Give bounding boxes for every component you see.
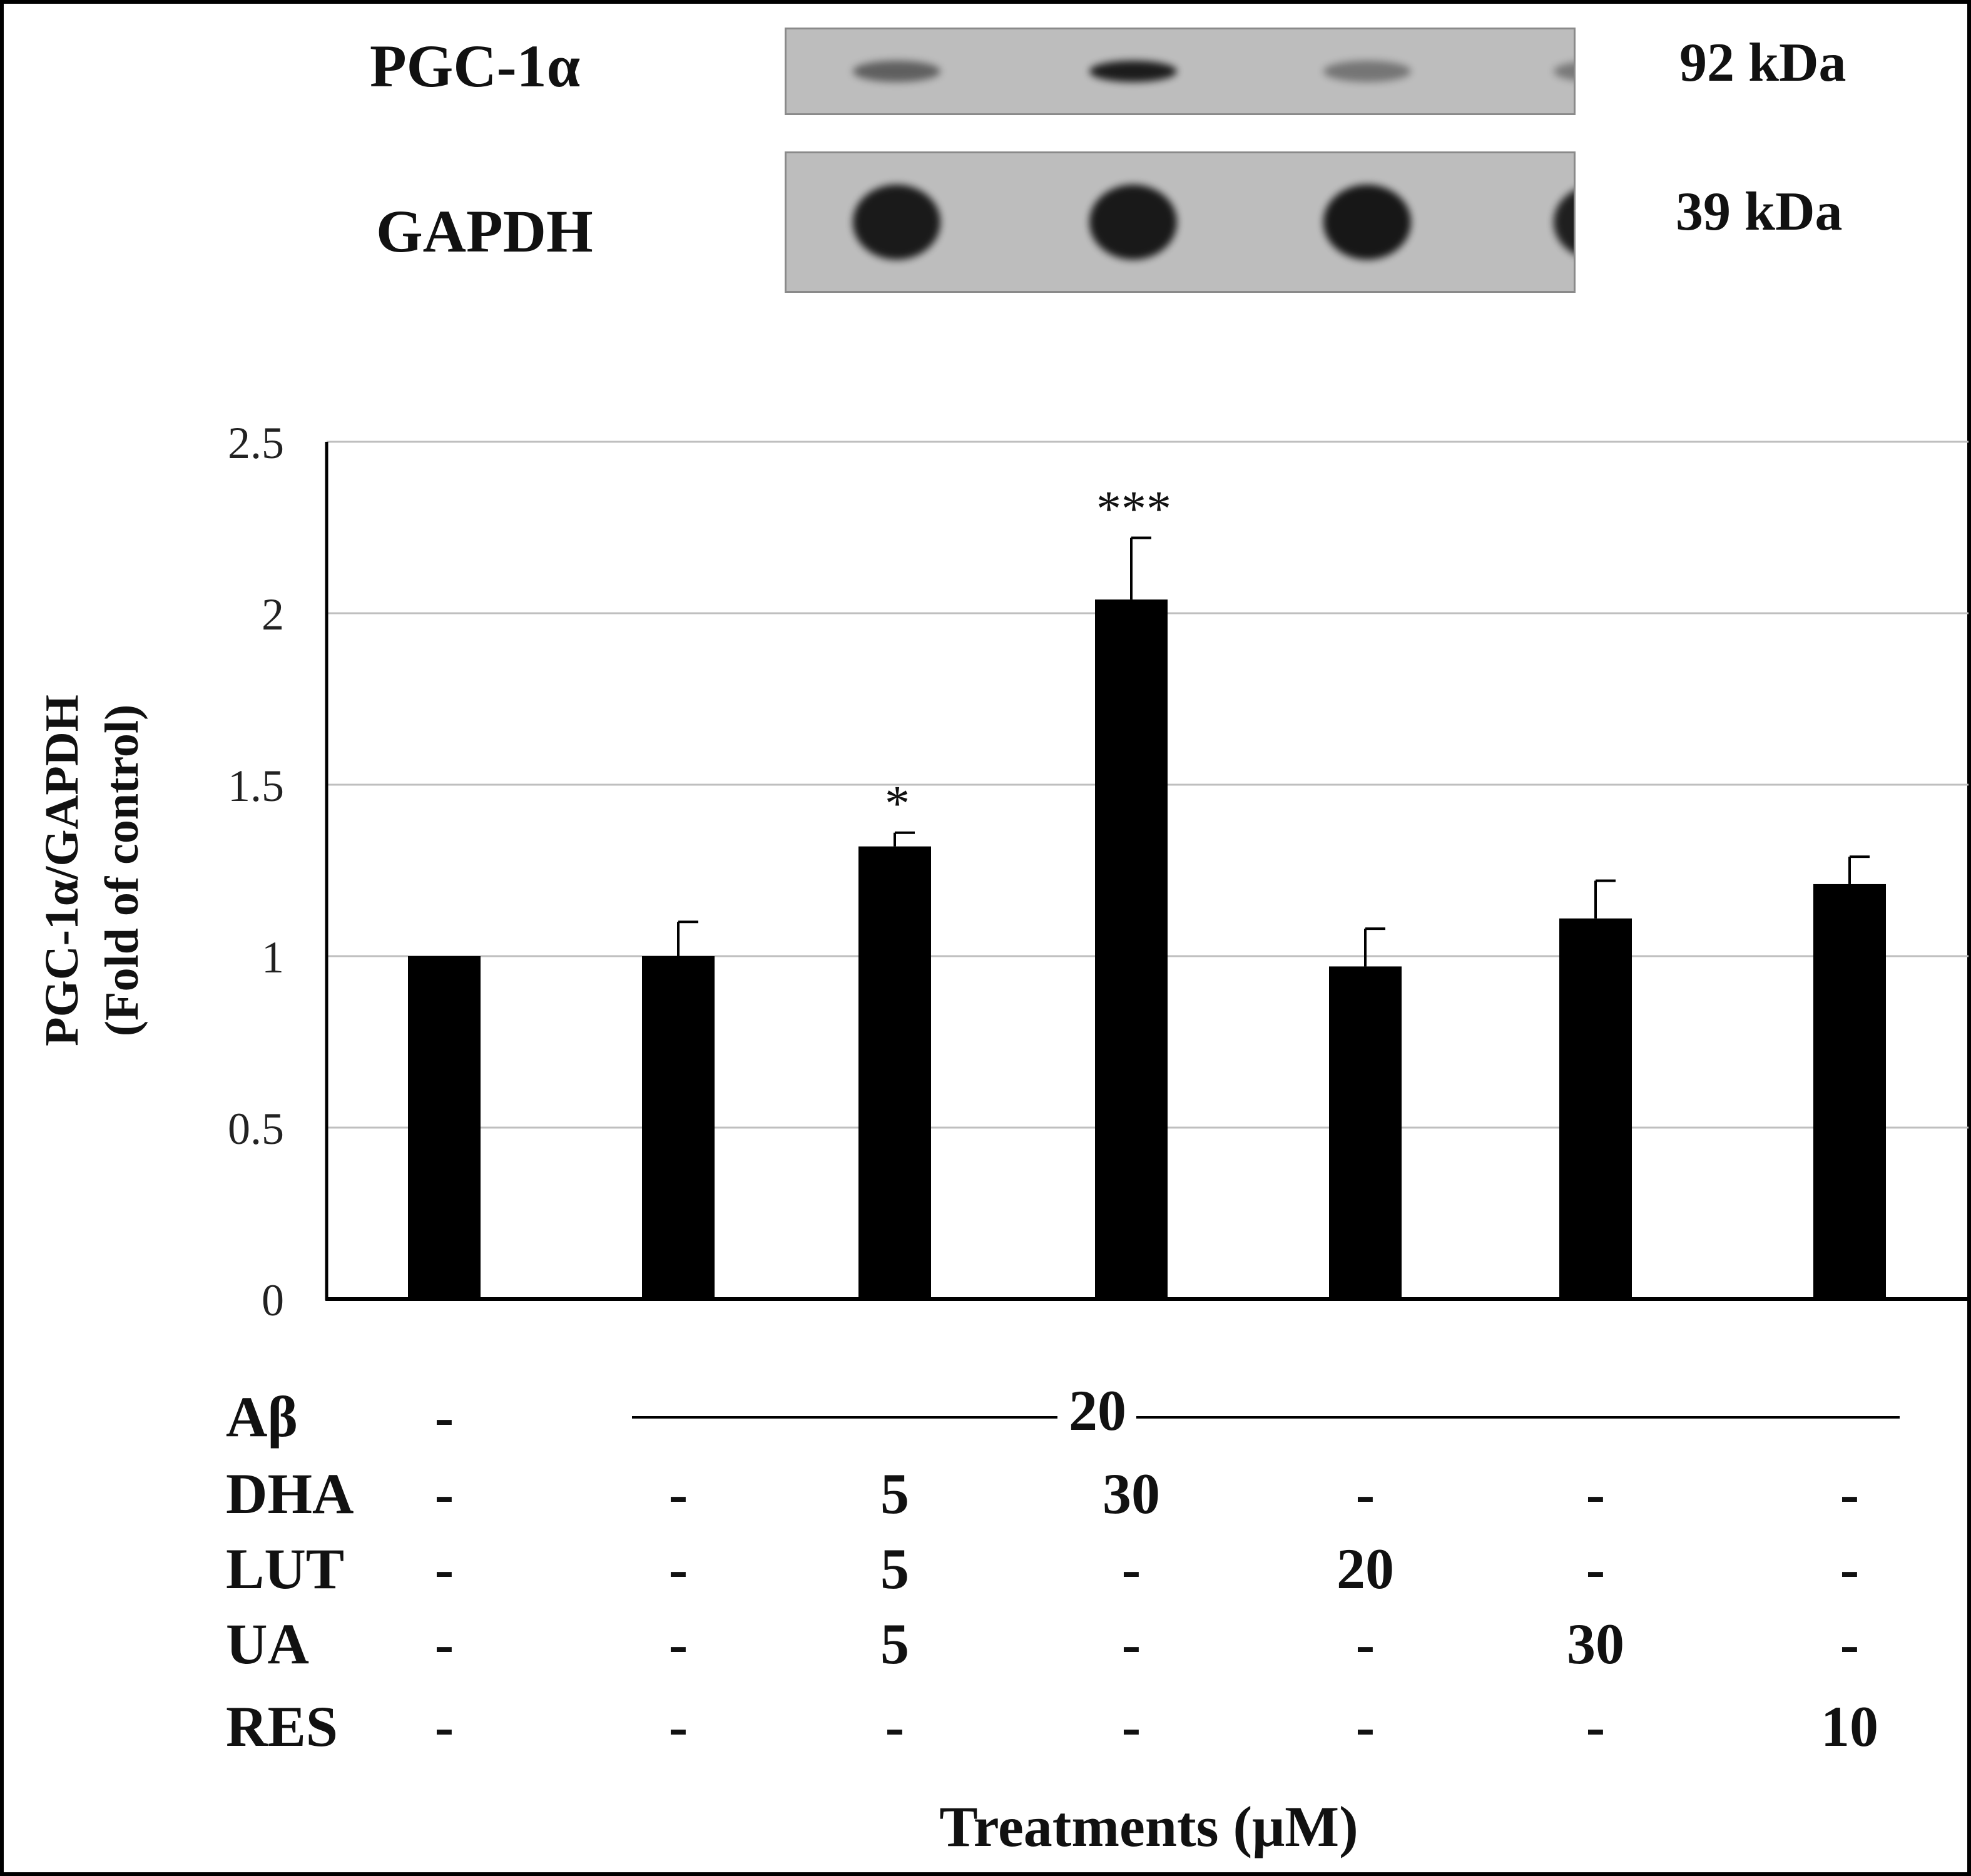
y-tick-label: 1.5	[228, 761, 284, 811]
blot-band	[1089, 185, 1177, 260]
treatment-cell: 30	[1567, 1612, 1624, 1676]
treatment-cell: -	[434, 1612, 454, 1676]
treatment-cell: -	[885, 1695, 905, 1758]
treatment-cell: -	[1355, 1695, 1375, 1758]
blot-band	[1089, 61, 1177, 82]
treatment-cell: -	[668, 1695, 688, 1758]
treatment-cell: -	[434, 1695, 454, 1758]
y-axis-subtitle: (Fold of control)	[96, 705, 148, 1037]
bar	[408, 956, 481, 1299]
treatment-row-label: UA	[226, 1612, 309, 1676]
treatment-row-label: LUT	[226, 1537, 345, 1601]
y-tick-label: 0.5	[228, 1104, 284, 1154]
blot-size-pgc1a: 92 kDa	[1679, 33, 1846, 93]
y-tick-label: 2.5	[228, 418, 284, 468]
treatment-cell: -	[1840, 1537, 1860, 1601]
treatment-cell: -	[1121, 1537, 1141, 1601]
treatment-cell: -	[668, 1612, 688, 1676]
significance-label: *	[885, 777, 910, 832]
y-tick-label: 2	[262, 589, 284, 640]
span-value: 20	[1069, 1379, 1126, 1442]
y-axis-title: PGC-1α/GAPDH	[36, 695, 88, 1046]
treatment-cell: -	[1355, 1612, 1375, 1676]
x-axis-title: Treatments (μM)	[939, 1795, 1358, 1858]
treatment-cell: -	[1121, 1695, 1141, 1758]
treatment-cell: -	[668, 1462, 688, 1526]
bar	[1813, 884, 1886, 1299]
treatment-cell: -	[1586, 1695, 1606, 1758]
blot-strip-pgc1a	[785, 28, 1576, 115]
treatment-cell: -	[1840, 1462, 1860, 1526]
treatment-cell: -	[1121, 1612, 1141, 1676]
bar-chart: 00.511.522.5 **** PGC-1α/GAPDH (Fold of c…	[36, 418, 1968, 1325]
bar	[642, 956, 715, 1299]
blot-band	[853, 185, 940, 260]
blot-size-gapdh: 39 kDa	[1676, 181, 1843, 242]
treatment-cell: -	[1586, 1537, 1606, 1601]
y-tick-label: 1	[262, 932, 284, 982]
bar	[858, 846, 931, 1299]
blot-label-pgc1a: PGC-1α	[370, 33, 581, 99]
treatment-cell: -	[434, 1462, 454, 1526]
blot-band	[853, 61, 940, 82]
bar	[1559, 918, 1632, 1299]
treatment-cell: -	[434, 1537, 454, 1601]
treatment-cell: -	[1840, 1612, 1860, 1676]
treatment-cell: -	[434, 1385, 454, 1449]
treatment-cell: 5	[880, 1612, 909, 1676]
treatment-cell: -	[1355, 1462, 1375, 1526]
treatment-cell: 5	[880, 1537, 909, 1601]
span-line-right	[1136, 1416, 1900, 1419]
span-line-left	[632, 1416, 1057, 1419]
treatment-row-label: DHA	[226, 1462, 354, 1526]
treatment-row-label: Aβ	[226, 1385, 298, 1449]
blot-band	[1323, 185, 1411, 260]
treatment-cell: 20	[1337, 1537, 1394, 1601]
treatment-cell: 30	[1103, 1462, 1160, 1526]
treatment-row-label: RES	[226, 1695, 338, 1758]
treatment-cell: -	[1586, 1462, 1606, 1526]
blot-strip-gapdh	[785, 151, 1576, 293]
blot-label-gapdh: GAPDH	[376, 198, 593, 265]
bar	[1095, 599, 1168, 1299]
significance-label: ***	[1096, 481, 1171, 536]
y-tick-label: 0	[262, 1275, 284, 1325]
bar	[1329, 966, 1402, 1299]
treatment-cell: 10	[1821, 1695, 1878, 1758]
treatment-cell: -	[668, 1537, 688, 1601]
blot-band	[1323, 61, 1411, 82]
treatment-cell: 5	[880, 1462, 909, 1526]
